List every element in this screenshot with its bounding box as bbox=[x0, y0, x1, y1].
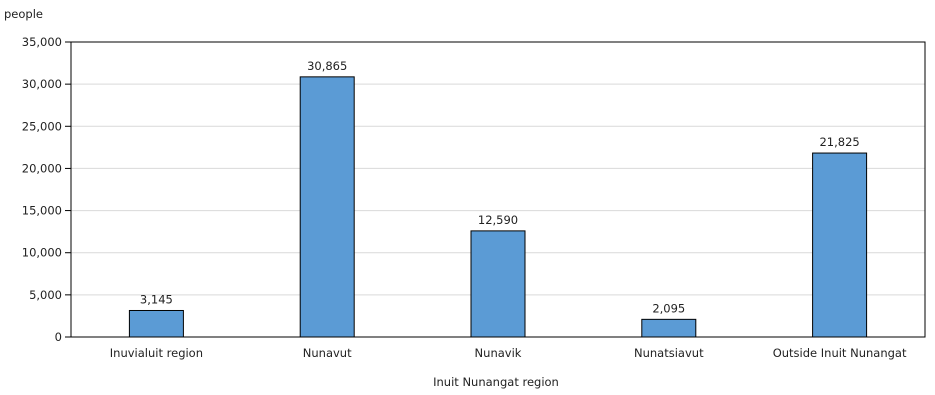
y-axis-title: people bbox=[4, 7, 43, 21]
data-labels: 3,145 30,865 12,590 2,095 21,825 bbox=[140, 59, 860, 315]
x-tick-label: Outside Inuit Nunangat bbox=[773, 346, 907, 360]
x-tick-label: Nunavut bbox=[303, 346, 352, 360]
gridlines bbox=[71, 83, 925, 296]
y-axis-ticks: 0 5,000 10,000 15,000 20,000 25,000 30,000 35,0… bbox=[22, 35, 71, 344]
y-tick-label: 30,000 bbox=[22, 77, 62, 91]
bar bbox=[812, 152, 868, 338]
bar bbox=[641, 318, 697, 338]
y-tick-label: 10,000 bbox=[22, 246, 62, 260]
plot-frame bbox=[70, 41, 926, 338]
y-tick-label: 25,000 bbox=[22, 119, 62, 133]
y-tick-label: 0 bbox=[55, 330, 62, 344]
y-tick-label: 5,000 bbox=[29, 288, 62, 302]
bar bbox=[299, 76, 355, 338]
x-axis-ticks: Inuvialuit region Nunavut Nunavik Nunatsiav… bbox=[110, 346, 907, 360]
bar bbox=[128, 309, 184, 338]
x-axis-title: Inuit Nunangat region bbox=[433, 375, 559, 389]
x-tick-label: Nunatsiavut bbox=[634, 346, 704, 360]
y-tick-label: 15,000 bbox=[22, 204, 62, 218]
data-label: 12,590 bbox=[478, 213, 518, 227]
x-tick-label: Nunavik bbox=[475, 346, 522, 360]
x-tick-label: Inuvialuit region bbox=[110, 346, 203, 360]
y-tick-label: 20,000 bbox=[22, 161, 62, 175]
data-label: 30,865 bbox=[307, 59, 347, 73]
data-label: 2,095 bbox=[652, 301, 685, 315]
bars bbox=[128, 76, 868, 338]
data-label: 21,825 bbox=[819, 135, 859, 149]
data-label: 3,145 bbox=[140, 292, 173, 306]
y-tick-label: 35,000 bbox=[22, 35, 62, 49]
bar bbox=[470, 230, 526, 338]
